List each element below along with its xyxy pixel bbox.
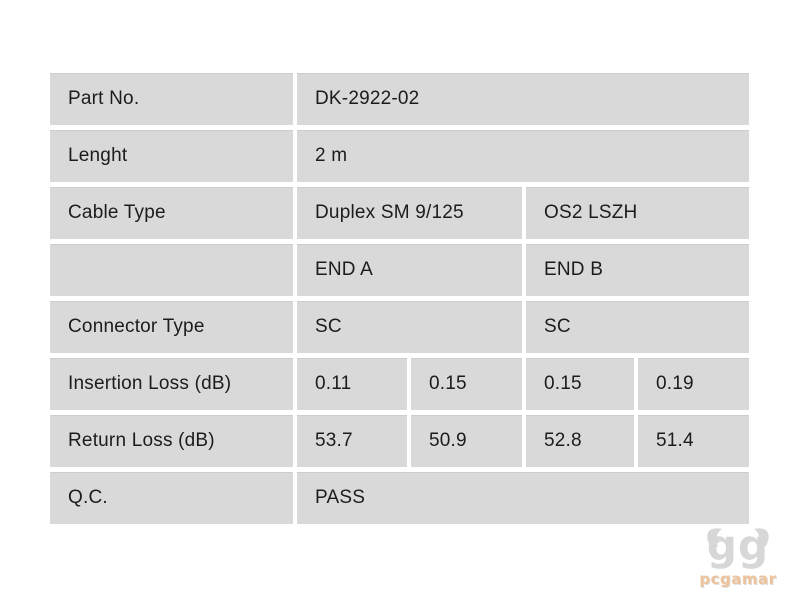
cell-return-loss-3: 51.4 xyxy=(638,415,749,467)
gg-logo-text: gg xyxy=(706,521,770,570)
gg-horns-icon xyxy=(707,528,769,547)
cell-qc-value: PASS xyxy=(297,472,749,524)
cell-end-b-header: END B xyxy=(526,244,749,296)
row-label-cable-type: Cable Type xyxy=(50,187,293,239)
cell-ends-empty xyxy=(50,244,293,296)
cell-cable-type-b: OS2 LSZH xyxy=(526,187,749,239)
cell-cable-type-a: Duplex SM 9/125 xyxy=(297,187,522,239)
row-label-length: Lenght xyxy=(50,130,293,182)
cell-connector-b: SC xyxy=(526,301,749,353)
cell-insertion-loss-2: 0.15 xyxy=(526,358,634,410)
pcgamar-watermark-logo: gg pcgamar xyxy=(688,524,788,594)
cell-part-no-value: DK-2922-02 xyxy=(297,73,749,125)
cell-end-a-header: END A xyxy=(297,244,522,296)
cell-insertion-loss-0: 0.11 xyxy=(297,358,407,410)
row-label-qc: Q.C. xyxy=(50,472,293,524)
cell-return-loss-0: 53.7 xyxy=(297,415,407,467)
cell-insertion-loss-1: 0.15 xyxy=(411,358,522,410)
watermark-brand-text: pcgamar xyxy=(699,570,777,588)
cell-return-loss-2: 52.8 xyxy=(526,415,634,467)
row-label-connector-type: Connector Type xyxy=(50,301,293,353)
row-label-part-no: Part No. xyxy=(50,73,293,125)
spec-table: Part No. DK-2922-02 Lenght 2 m Cable Typ… xyxy=(50,73,750,524)
cell-connector-a: SC xyxy=(297,301,522,353)
cell-length-value: 2 m xyxy=(297,130,749,182)
cell-insertion-loss-3: 0.19 xyxy=(638,358,749,410)
row-label-insertion-loss: Insertion Loss (dB) xyxy=(50,358,293,410)
cell-return-loss-1: 50.9 xyxy=(411,415,522,467)
row-label-return-loss: Return Loss (dB) xyxy=(50,415,293,467)
